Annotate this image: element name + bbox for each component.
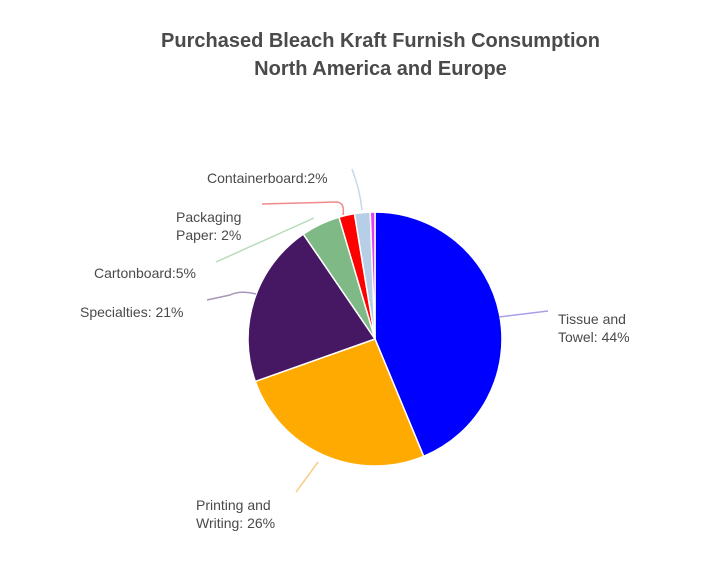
data-label-packaging-paper: Packaging Paper: 2% bbox=[176, 209, 241, 243]
data-label-line: Packaging bbox=[176, 209, 241, 225]
data-label-line: Paper: 2% bbox=[176, 227, 241, 243]
leader-line-printing-writing bbox=[295, 461, 319, 493]
data-label-line: Cartonboard:5% bbox=[94, 265, 196, 281]
leader-line-containerboard bbox=[351, 168, 363, 211]
pie-labels: Tissue and Towel: 44% Printing and Writing:… bbox=[80, 170, 630, 531]
pie-slice-printing-writing bbox=[254, 338, 425, 467]
data-label-line: Writing: 26% bbox=[196, 515, 275, 531]
data-label-printing-writing: Printing and Writing: 26% bbox=[196, 497, 275, 531]
pie-slice-specialties bbox=[247, 233, 377, 383]
pie-slices bbox=[247, 211, 503, 467]
pie-leader-lines bbox=[206, 168, 549, 493]
leader-line-packaging-paper bbox=[261, 201, 345, 216]
data-label-line: Printing and bbox=[196, 497, 271, 513]
leader-line-tissue-towel bbox=[498, 310, 549, 318]
data-label-cartonboard: Cartonboard:5% bbox=[94, 265, 196, 281]
data-label-line: Tissue and bbox=[558, 311, 626, 327]
chart-title-line-1: Purchased Bleach Kraft Furnish Consumpti… bbox=[161, 30, 600, 52]
pie-slice-other bbox=[369, 211, 376, 340]
data-label-containerboard: Containerboard:2% bbox=[207, 170, 328, 186]
data-label-specialties: Specialties: 21% bbox=[80, 304, 184, 320]
chart-title-line-2: North America and Europe bbox=[254, 58, 507, 80]
data-label-tissue-towel: Tissue and Towel: 44% bbox=[558, 311, 630, 345]
leader-line-specialties bbox=[206, 291, 257, 301]
data-label-line: Containerboard:2% bbox=[207, 170, 328, 186]
data-label-line: Specialties: 21% bbox=[80, 304, 184, 320]
leader-line-cartonboard bbox=[215, 217, 315, 263]
data-label-line: Towel: 44% bbox=[558, 329, 630, 345]
pie-slice-tissue-towel bbox=[374, 211, 503, 458]
